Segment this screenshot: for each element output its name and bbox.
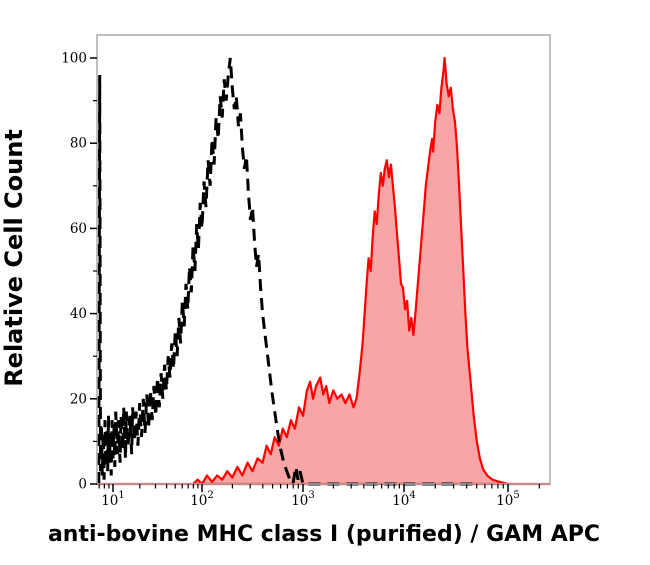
y-tick-label: 60 (70, 221, 87, 237)
y-tick-label: 20 (70, 391, 87, 407)
y-tick-label: 80 (70, 136, 87, 152)
y-tick-label: 0 (78, 477, 87, 493)
plot-frame (96, 34, 551, 485)
control-histogram-curve (97, 57, 473, 488)
y-tick-label: 40 (70, 306, 87, 322)
stained-histogram-curve (95, 56, 551, 486)
x-axis-title: anti-bovine MHC class I (purified) / GAM… (48, 522, 600, 547)
y-tick-label: 100 (61, 51, 87, 67)
y-axis-title: Relative Cell Count (0, 129, 28, 387)
